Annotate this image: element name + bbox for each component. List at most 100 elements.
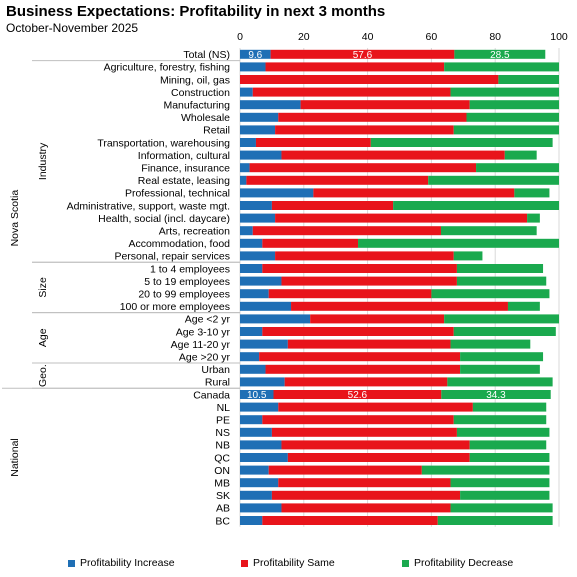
data-label: 34.3: [486, 390, 506, 401]
bar-segment: [444, 62, 559, 72]
data-label: 9.6: [248, 50, 262, 61]
category-label: QC: [214, 452, 230, 464]
subgroup-label: Geo.: [37, 364, 49, 387]
category-label: Personal, repair services: [114, 251, 230, 263]
bar-segment: [252, 226, 441, 236]
x-tick-label: 80: [489, 31, 501, 43]
bar-segment: [240, 301, 292, 311]
category-label: 100 or more employees: [120, 301, 230, 313]
bar-segment: [514, 188, 550, 198]
category-label: Transportation, warehousing: [97, 137, 230, 149]
bar-segment: [240, 377, 285, 387]
category-label: PE: [216, 415, 230, 427]
category-label: ON: [214, 465, 230, 477]
bar-segment: [270, 49, 455, 59]
subgroup-label: Industry: [37, 142, 49, 180]
bar-segment: [240, 251, 276, 261]
bar-segment: [278, 112, 467, 122]
category-label: 20 to 99 employees: [138, 289, 230, 301]
bar-segment: [240, 112, 279, 122]
legend-label: Profitability Same: [253, 557, 335, 569]
bar-segment: [240, 75, 499, 84]
legend-swatch: [68, 559, 75, 567]
bar-segment: [240, 402, 279, 412]
category-label: Urban: [201, 364, 230, 376]
bar-segment: [246, 175, 429, 185]
bar-segment: [358, 238, 559, 248]
bar-segment: [469, 453, 550, 462]
bar-segment: [450, 87, 559, 97]
bar-segment: [240, 289, 269, 299]
category-label: Age <2 yr: [185, 314, 231, 326]
category-label: 5 to 19 employees: [144, 276, 230, 288]
data-label: 10.5: [247, 390, 267, 401]
bar-segment: [240, 440, 282, 450]
category-label: Real estate, leasing: [138, 175, 230, 187]
bar-segment: [370, 138, 553, 147]
chart-title: Business Expectations: Profitability in …: [6, 3, 386, 20]
legend-item: Profitability Same: [241, 557, 335, 569]
bar-segment: [527, 213, 540, 223]
bar-segment: [240, 62, 266, 72]
bar-segment: [240, 453, 288, 462]
category-label: 1 to 4 employees: [150, 263, 230, 275]
x-tick-label: 40: [362, 31, 374, 43]
bar-segment: [454, 49, 546, 59]
group-label: Nova Scotia: [9, 190, 21, 247]
group-label: National: [9, 438, 21, 477]
bar-segment: [476, 163, 559, 173]
bar-segment: [268, 465, 422, 475]
bar-segment: [472, 402, 547, 412]
bar-segment: [275, 251, 454, 261]
category-label: SK: [216, 490, 230, 502]
bar-segment: [240, 100, 301, 110]
bar-segment: [240, 339, 288, 349]
bar-segment: [240, 364, 266, 374]
category-label: Canada: [193, 389, 230, 401]
bar-segment: [453, 415, 547, 425]
bar-segment: [240, 264, 263, 273]
bar-segment: [240, 138, 256, 147]
category-label: Administrative, support, waste mgt.: [67, 200, 230, 212]
bar-segment: [240, 87, 253, 97]
legend-item: Profitability Increase: [68, 557, 175, 569]
category-label: MB: [214, 478, 230, 490]
chart-subtitle: October-November 2025: [6, 21, 139, 35]
category-label: Manufacturing: [163, 100, 230, 112]
chart-legend: Profitability Increase Profitability Same…: [0, 557, 577, 573]
bar-segment: [240, 238, 263, 248]
bar-segment: [291, 301, 508, 311]
category-label: Age 3-10 yr: [176, 326, 231, 338]
bar-segment: [240, 213, 276, 223]
data-label: 52.6: [348, 390, 368, 401]
legend-item: Profitability Decrease: [402, 557, 513, 569]
bar-segment: [444, 314, 559, 324]
bar-segment: [504, 150, 537, 160]
category-label: Accommodation, food: [128, 238, 230, 250]
legend-swatch: [241, 559, 248, 567]
bar-segment: [437, 516, 553, 525]
bar-segment: [310, 314, 445, 324]
bar-segment: [456, 264, 544, 273]
category-label: Health, social (incl. daycare): [98, 213, 230, 225]
category-label: Age >20 yr: [179, 352, 231, 364]
bar-segment: [240, 314, 311, 324]
legend-swatch: [402, 559, 409, 567]
bar-segment: [240, 150, 282, 160]
bar-segment: [240, 125, 276, 135]
bar-segment: [498, 75, 559, 84]
bar-segment: [262, 415, 454, 425]
data-label: 28.5: [490, 50, 510, 61]
category-label: NB: [215, 440, 230, 452]
bar-segment: [252, 87, 451, 97]
bar-segment: [441, 390, 551, 399]
bar-segment: [240, 465, 269, 475]
bar-segment: [453, 327, 556, 336]
bar-segment: [469, 440, 547, 450]
bar-segment: [240, 478, 279, 488]
bar-segment: [507, 301, 540, 311]
bar-segment: [273, 390, 442, 399]
bar-segment: [265, 62, 445, 72]
bar-segment: [281, 276, 457, 286]
